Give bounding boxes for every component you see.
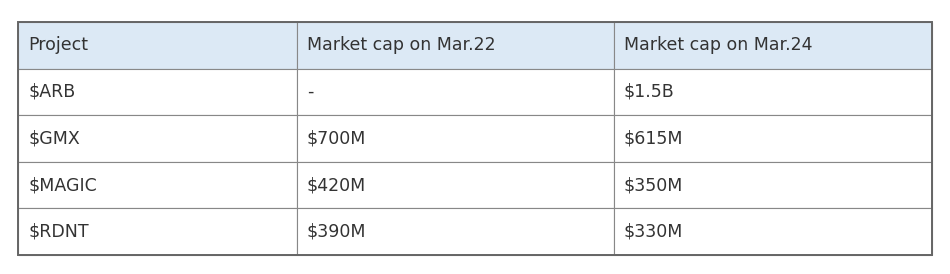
Bar xyxy=(614,115,932,162)
Bar xyxy=(614,209,932,255)
Text: $ARB: $ARB xyxy=(28,83,75,101)
Bar xyxy=(296,209,614,255)
Bar xyxy=(614,68,932,115)
Text: $350M: $350M xyxy=(624,176,683,194)
Bar xyxy=(296,22,614,68)
Bar xyxy=(18,68,296,115)
Bar xyxy=(18,115,296,162)
Text: $390M: $390M xyxy=(307,223,367,241)
Text: $330M: $330M xyxy=(624,223,683,241)
Text: Market cap on Mar.22: Market cap on Mar.22 xyxy=(307,36,495,54)
Text: $700M: $700M xyxy=(307,130,366,147)
Text: -: - xyxy=(307,83,314,101)
Text: Market cap on Mar.24: Market cap on Mar.24 xyxy=(624,36,812,54)
Bar xyxy=(614,162,932,209)
Text: $615M: $615M xyxy=(624,130,683,147)
Bar xyxy=(296,115,614,162)
Bar xyxy=(296,68,614,115)
Text: $RDNT: $RDNT xyxy=(28,223,88,241)
Bar xyxy=(18,22,932,255)
Text: $420M: $420M xyxy=(307,176,366,194)
Bar xyxy=(18,209,296,255)
Bar xyxy=(296,162,614,209)
Text: $MAGIC: $MAGIC xyxy=(28,176,97,194)
Bar xyxy=(18,22,296,68)
Bar xyxy=(18,162,296,209)
Text: $1.5B: $1.5B xyxy=(624,83,674,101)
Text: Project: Project xyxy=(28,36,88,54)
Text: $GMX: $GMX xyxy=(28,130,80,147)
Bar xyxy=(614,22,932,68)
